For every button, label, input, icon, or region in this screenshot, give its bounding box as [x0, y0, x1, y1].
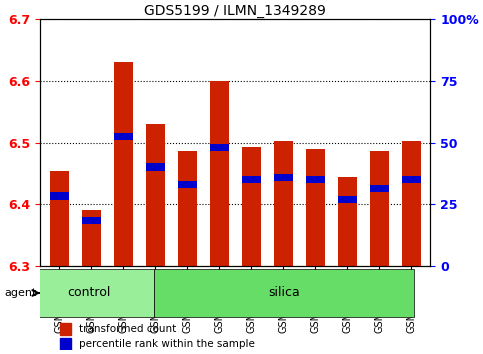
Bar: [274, 174, 293, 181]
Bar: [178, 181, 197, 188]
Bar: [242, 148, 261, 266]
FancyBboxPatch shape: [154, 269, 414, 318]
Text: percentile rank within the sample: percentile rank within the sample: [79, 339, 255, 349]
Bar: [331, 19, 363, 266]
Bar: [306, 176, 325, 183]
Bar: [306, 149, 325, 266]
Bar: [140, 19, 171, 266]
Bar: [369, 185, 389, 193]
Text: silica: silica: [268, 286, 300, 299]
Bar: [267, 19, 299, 266]
Bar: [363, 19, 395, 266]
Bar: [299, 19, 331, 266]
Bar: [50, 171, 69, 266]
Bar: [107, 19, 140, 266]
Bar: [50, 193, 69, 200]
Bar: [401, 176, 421, 183]
Bar: [369, 150, 389, 266]
Bar: [114, 133, 133, 140]
Bar: [210, 81, 229, 266]
Title: GDS5199 / ILMN_1349289: GDS5199 / ILMN_1349289: [144, 4, 326, 18]
Bar: [338, 195, 357, 203]
Text: control: control: [67, 286, 111, 299]
Bar: [210, 144, 229, 151]
Bar: [114, 62, 133, 266]
Text: agent: agent: [4, 288, 36, 298]
Bar: [60, 338, 71, 350]
Bar: [235, 19, 267, 266]
FancyBboxPatch shape: [24, 269, 154, 318]
Bar: [401, 141, 421, 266]
Bar: [395, 19, 427, 266]
Bar: [203, 19, 235, 266]
Bar: [178, 150, 197, 266]
Bar: [338, 177, 357, 266]
Bar: [60, 323, 71, 335]
Bar: [43, 19, 75, 266]
Bar: [75, 19, 107, 266]
Bar: [146, 164, 165, 171]
Bar: [274, 141, 293, 266]
Bar: [82, 210, 101, 266]
Bar: [242, 176, 261, 183]
Bar: [171, 19, 203, 266]
Bar: [82, 217, 101, 224]
Text: transformed count: transformed count: [79, 324, 177, 334]
Bar: [146, 124, 165, 266]
